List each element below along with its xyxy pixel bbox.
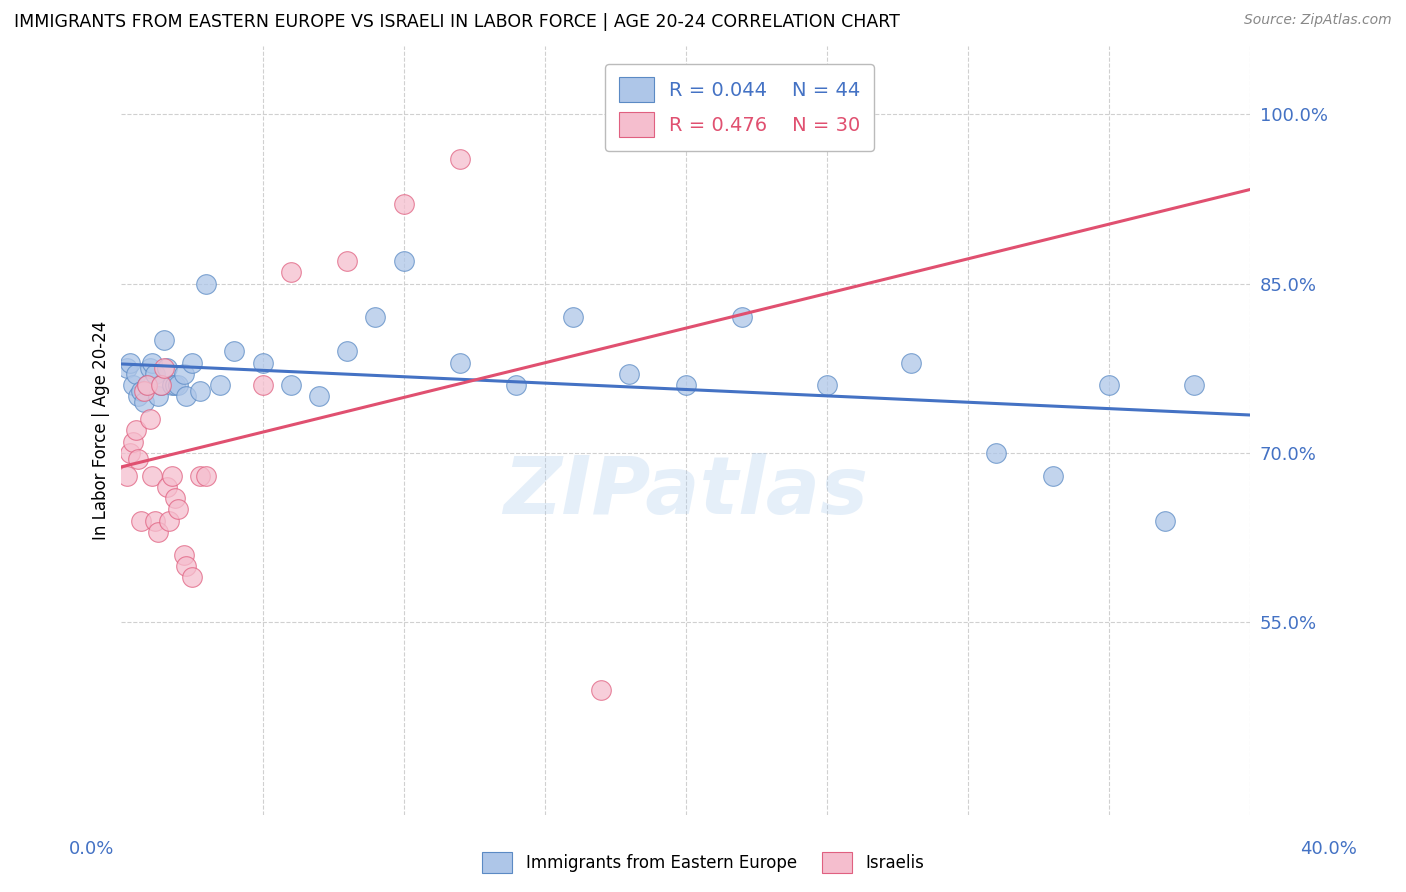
Point [121, 434, 143, 449]
Point [209, 378, 232, 392]
Text: Source: ZipAtlas.com: Source: ZipAtlas.com [1244, 13, 1392, 28]
Text: ZIPatlas: ZIPatlas [503, 453, 869, 531]
Point [336, 344, 359, 359]
Point [195, 277, 218, 291]
Point [167, 378, 190, 392]
Point [146, 525, 169, 540]
Point [675, 378, 697, 392]
Point [449, 152, 471, 166]
Point [1042, 468, 1064, 483]
Point [132, 384, 155, 398]
Point [127, 389, 149, 403]
Point [138, 361, 160, 376]
Point [141, 355, 163, 369]
Point [155, 480, 177, 494]
Point [152, 333, 174, 347]
Text: 0.0%: 0.0% [69, 840, 114, 858]
Point [308, 389, 330, 403]
Point [176, 389, 198, 403]
Y-axis label: In Labor Force | Age 20-24: In Labor Force | Age 20-24 [93, 321, 110, 540]
Point [165, 491, 187, 506]
Point [336, 253, 359, 268]
Point [280, 265, 302, 279]
Point [118, 446, 141, 460]
Point [155, 361, 177, 376]
Point [115, 361, 138, 376]
Point [160, 468, 183, 483]
Point [138, 412, 160, 426]
Point [152, 361, 174, 376]
Point [129, 384, 152, 398]
Point [392, 253, 415, 268]
Point [167, 502, 190, 516]
Point [149, 378, 172, 392]
Point [143, 514, 166, 528]
Point [165, 378, 187, 392]
Point [160, 378, 183, 392]
Point [252, 355, 274, 369]
Point [173, 367, 195, 381]
Point [505, 378, 527, 392]
Point [143, 367, 166, 381]
Point [181, 355, 204, 369]
Point [392, 197, 415, 211]
Point [449, 355, 471, 369]
Point [224, 344, 246, 359]
Point [591, 683, 613, 698]
Point [252, 378, 274, 392]
Point [124, 367, 146, 381]
Text: 40.0%: 40.0% [1301, 840, 1357, 858]
Point [146, 389, 169, 403]
Legend: Immigrants from Eastern Europe, Israelis: Immigrants from Eastern Europe, Israelis [475, 846, 931, 880]
Point [127, 451, 149, 466]
Point [190, 468, 212, 483]
Point [984, 446, 1007, 460]
Legend: R = 0.044    N = 44, R = 0.476    N = 30: R = 0.044 N = 44, R = 0.476 N = 30 [605, 63, 875, 151]
Point [195, 468, 218, 483]
Point [364, 310, 387, 325]
Point [132, 395, 155, 409]
Point [815, 378, 838, 392]
Point [173, 548, 195, 562]
Point [121, 378, 143, 392]
Point [157, 514, 180, 528]
Point [118, 355, 141, 369]
Point [135, 378, 157, 392]
Point [149, 378, 172, 392]
Point [190, 384, 212, 398]
Point [731, 310, 754, 325]
Point [561, 310, 583, 325]
Point [141, 468, 163, 483]
Point [1154, 514, 1177, 528]
Point [129, 514, 152, 528]
Point [176, 559, 198, 574]
Point [135, 378, 157, 392]
Point [124, 424, 146, 438]
Point [619, 367, 641, 381]
Point [1182, 378, 1205, 392]
Point [900, 355, 922, 369]
Point [1098, 378, 1121, 392]
Text: IMMIGRANTS FROM EASTERN EUROPE VS ISRAELI IN LABOR FORCE | AGE 20-24 CORRELATION: IMMIGRANTS FROM EASTERN EUROPE VS ISRAEL… [14, 13, 900, 31]
Point [115, 468, 138, 483]
Point [181, 570, 204, 584]
Point [280, 378, 302, 392]
